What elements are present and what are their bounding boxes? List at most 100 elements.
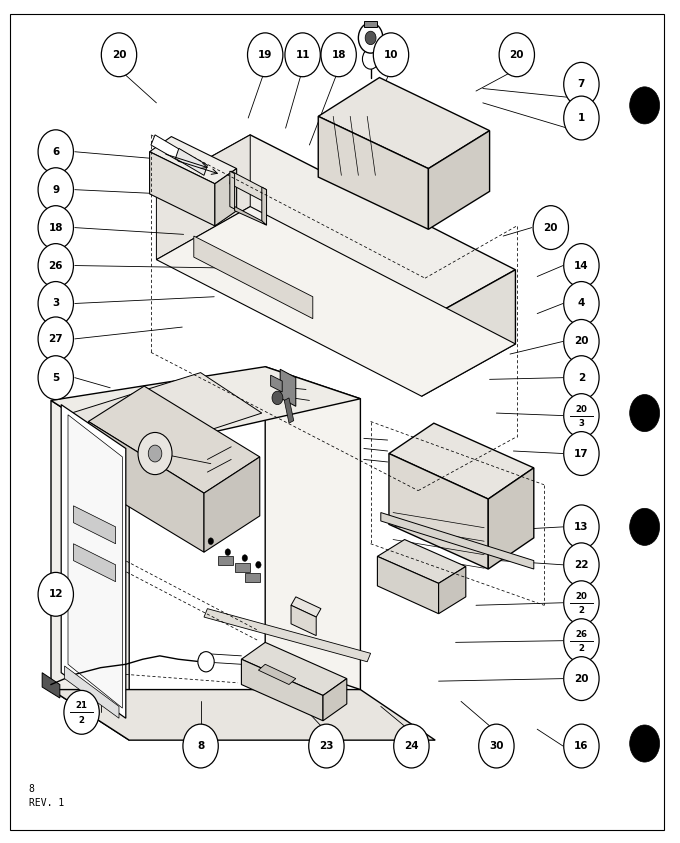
Text: 26: 26 [48, 260, 63, 271]
Circle shape [38, 130, 73, 174]
Polygon shape [241, 659, 323, 721]
Text: 9: 9 [52, 185, 59, 195]
Text: 22: 22 [574, 560, 589, 570]
Polygon shape [381, 513, 534, 569]
Circle shape [630, 508, 660, 545]
Polygon shape [230, 171, 267, 202]
Circle shape [564, 505, 599, 549]
Text: 13: 13 [574, 522, 589, 532]
Polygon shape [51, 367, 360, 451]
Circle shape [309, 724, 344, 768]
Text: 20: 20 [509, 50, 524, 60]
Text: 11: 11 [295, 50, 310, 60]
Circle shape [564, 432, 599, 475]
Bar [235, 563, 250, 572]
Polygon shape [215, 169, 237, 226]
Polygon shape [88, 386, 260, 493]
Text: 17: 17 [574, 448, 589, 459]
Polygon shape [151, 135, 184, 162]
Circle shape [479, 724, 514, 768]
Polygon shape [389, 454, 488, 569]
Circle shape [564, 581, 599, 625]
Circle shape [564, 394, 599, 438]
Text: 20: 20 [112, 50, 126, 60]
Text: 27: 27 [48, 334, 63, 344]
Text: 2: 2 [579, 606, 584, 615]
Text: 5: 5 [52, 373, 59, 383]
Text: 2: 2 [578, 373, 585, 383]
Circle shape [564, 62, 599, 106]
Polygon shape [61, 405, 126, 718]
Circle shape [564, 319, 599, 363]
Circle shape [499, 33, 534, 77]
Circle shape [148, 445, 162, 462]
Polygon shape [258, 664, 296, 685]
Circle shape [38, 572, 73, 616]
Polygon shape [42, 673, 60, 698]
Circle shape [256, 561, 261, 568]
Polygon shape [194, 236, 313, 319]
Polygon shape [51, 400, 129, 740]
Polygon shape [377, 556, 439, 614]
Text: 20: 20 [575, 405, 588, 414]
Circle shape [564, 282, 599, 325]
Text: 20: 20 [543, 223, 558, 233]
Text: 20: 20 [574, 674, 589, 684]
Polygon shape [364, 21, 377, 27]
Polygon shape [262, 187, 267, 225]
Text: 2: 2 [579, 644, 584, 652]
Text: 18: 18 [48, 223, 63, 233]
Polygon shape [377, 540, 466, 583]
Circle shape [38, 206, 73, 250]
Circle shape [272, 391, 283, 405]
Polygon shape [235, 207, 267, 225]
Bar [245, 573, 260, 582]
Text: 7: 7 [578, 79, 585, 89]
Polygon shape [204, 457, 260, 552]
Text: 30: 30 [489, 741, 504, 751]
Text: 23: 23 [319, 741, 334, 751]
Circle shape [365, 31, 376, 45]
Polygon shape [280, 369, 296, 406]
Polygon shape [73, 544, 116, 582]
Circle shape [564, 356, 599, 400]
Circle shape [358, 23, 383, 53]
Circle shape [38, 168, 73, 212]
Circle shape [198, 652, 214, 672]
Polygon shape [71, 373, 262, 455]
Circle shape [138, 432, 172, 475]
Polygon shape [88, 422, 204, 552]
Text: 20: 20 [575, 592, 588, 601]
Circle shape [38, 317, 73, 361]
Circle shape [225, 549, 231, 556]
Circle shape [285, 33, 320, 77]
Text: 24: 24 [404, 741, 419, 751]
Text: 8: 8 [197, 741, 204, 751]
Polygon shape [150, 152, 215, 226]
Text: REV. 1: REV. 1 [29, 797, 64, 808]
Polygon shape [150, 137, 237, 184]
Polygon shape [323, 679, 347, 721]
Polygon shape [428, 131, 490, 229]
Circle shape [321, 33, 356, 77]
Text: 3: 3 [579, 419, 584, 427]
Text: 2: 2 [79, 716, 84, 724]
Polygon shape [291, 605, 316, 636]
Text: 26: 26 [575, 630, 588, 639]
Polygon shape [422, 270, 515, 396]
Circle shape [373, 33, 409, 77]
Text: 8: 8 [29, 784, 35, 794]
Polygon shape [156, 135, 515, 322]
Text: 16: 16 [574, 741, 589, 751]
Text: 10: 10 [384, 50, 398, 60]
Circle shape [564, 244, 599, 287]
Circle shape [362, 49, 379, 69]
Text: 3: 3 [52, 298, 59, 309]
Text: 19: 19 [258, 50, 273, 60]
Text: 21: 21 [75, 701, 88, 711]
Text: 4: 4 [578, 298, 585, 309]
Polygon shape [284, 398, 294, 423]
Circle shape [101, 33, 137, 77]
Circle shape [564, 657, 599, 701]
Circle shape [394, 724, 429, 768]
